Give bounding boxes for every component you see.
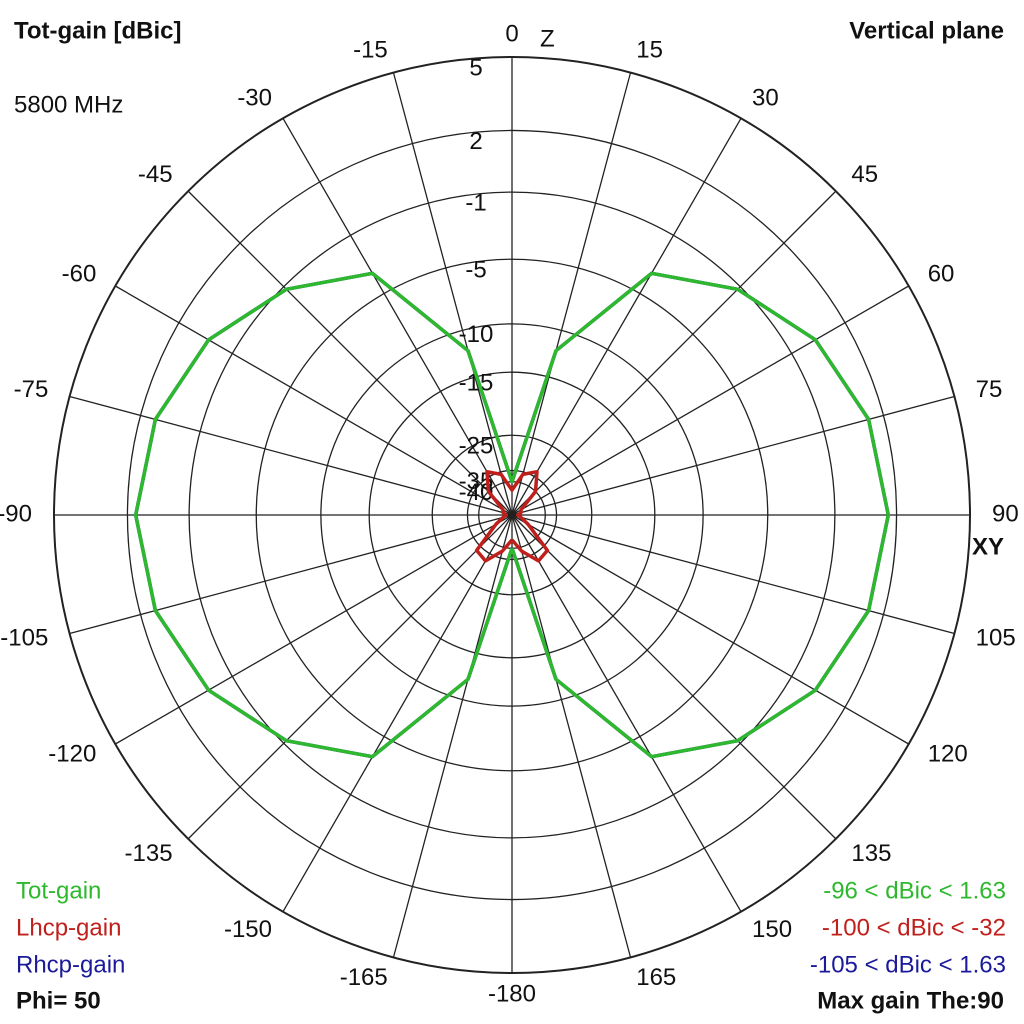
theta-tick-label: 150 <box>752 916 792 943</box>
grid-spoke <box>69 514 513 635</box>
grid-spoke <box>511 514 955 635</box>
r-tick-label: -1 <box>465 189 486 216</box>
theta-tick-label: 120 <box>928 740 968 767</box>
grid-spoke <box>282 118 513 516</box>
theta-tick-label: 105 <box>976 625 1016 652</box>
phi-label: Phi= 50 <box>16 987 101 1014</box>
grid-spoke <box>511 190 837 516</box>
theta-tick-label: 75 <box>976 376 1003 403</box>
grid-spoke <box>511 514 632 958</box>
theta-tick-label: 165 <box>636 964 676 991</box>
theta-tick-label: -165 <box>340 964 388 991</box>
theta-tick-label: -90 <box>0 500 32 527</box>
legend-entry: Lhcp-gain <box>16 914 121 941</box>
theta-tick-label: -120 <box>48 740 96 767</box>
theta-tick-label: 135 <box>851 840 891 867</box>
r-tick-label: -25 <box>459 433 494 460</box>
chart-title: Tot-gain [dBic] <box>14 17 182 44</box>
theta-tick-label: -45 <box>138 161 173 188</box>
theta-tick-label: -135 <box>125 840 173 867</box>
series-range: -96 < dBic < 1.63 <box>823 877 1006 904</box>
grid-spoke <box>187 514 513 840</box>
theta-tick-label: 45 <box>851 161 878 188</box>
theta-tick-label: -150 <box>224 916 272 943</box>
legend-entry: Tot-gain <box>16 877 101 904</box>
grid-spoke <box>392 514 513 958</box>
axis-label-z: Z <box>540 25 555 52</box>
theta-tick-label: -75 <box>14 376 49 403</box>
axis-label-xy: XY <box>972 533 1004 560</box>
r-tick-label: 2 <box>469 128 482 155</box>
grid-spoke <box>511 118 742 516</box>
grid-spoke <box>115 285 513 516</box>
chart-subtitle: Vertical plane <box>849 17 1004 44</box>
theta-tick-label: -105 <box>0 625 48 652</box>
frequency: 5800 MHz <box>14 91 123 118</box>
theta-tick-label: 90 <box>992 500 1019 527</box>
series-range: -105 < dBic < 1.63 <box>810 951 1006 978</box>
series-range: -100 < dBic < -32 <box>822 914 1006 941</box>
grid-spoke <box>511 285 909 516</box>
grid-spoke <box>282 514 513 912</box>
grid-spoke <box>115 514 513 745</box>
r-tick-label: -10 <box>459 321 494 348</box>
theta-tick-label: -15 <box>353 37 388 64</box>
theta-tick-label: -30 <box>237 85 272 112</box>
theta-tick-label: 0 <box>505 20 518 47</box>
grid-spoke <box>511 514 909 745</box>
theta-tick-label: 30 <box>752 85 779 112</box>
max-gain-label: Max gain The:90 <box>817 987 1004 1014</box>
series-line <box>133 271 891 759</box>
r-tick-label: 5 <box>469 54 482 81</box>
legend-entry: Rhcp-gain <box>16 951 125 978</box>
theta-tick-label: -60 <box>62 260 97 287</box>
series-line <box>474 469 550 563</box>
grid-spoke <box>187 190 513 516</box>
grid-spoke <box>392 72 513 516</box>
grid-spoke <box>69 395 513 516</box>
grid-spoke <box>511 514 837 840</box>
grid-spoke <box>511 395 955 516</box>
grid-spoke <box>511 514 742 912</box>
r-tick-label: -5 <box>465 257 486 284</box>
theta-tick-label: 60 <box>928 260 955 287</box>
theta-tick-label: 15 <box>636 37 663 64</box>
grid-spoke <box>511 72 632 516</box>
theta-tick-label: -180 <box>488 980 536 1007</box>
